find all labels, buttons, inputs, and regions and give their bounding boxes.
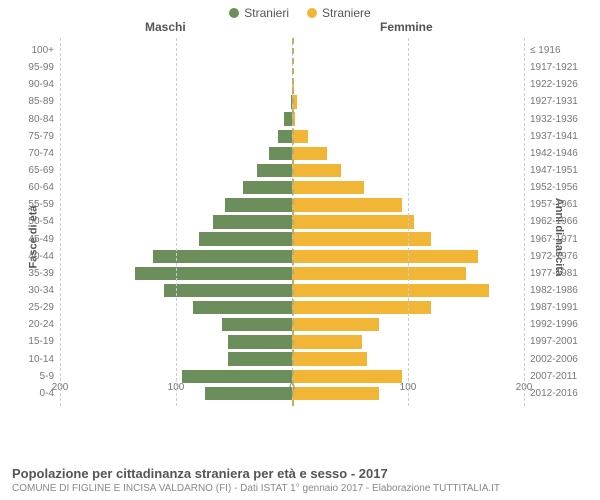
age-label: 50-54 bbox=[28, 216, 60, 227]
bar-female bbox=[292, 198, 402, 211]
birth-year-label: 1977-1981 bbox=[524, 268, 578, 279]
birth-year-label: 1922-1926 bbox=[524, 79, 578, 90]
bar-male bbox=[269, 147, 292, 160]
header-male: Maschi bbox=[145, 20, 186, 34]
birth-year-label: 1967-1971 bbox=[524, 234, 578, 245]
bar-male bbox=[228, 352, 292, 365]
bar-female bbox=[292, 164, 341, 177]
bar-female bbox=[292, 215, 414, 228]
legend-item-female: Straniere bbox=[307, 6, 371, 20]
grid-line bbox=[60, 38, 61, 406]
bar-female bbox=[292, 250, 478, 263]
bar-male bbox=[228, 335, 292, 348]
age-label: 40-44 bbox=[28, 251, 60, 262]
birth-year-label: 1957-1961 bbox=[524, 199, 578, 210]
birth-year-label: 1937-1941 bbox=[524, 131, 578, 142]
header-female: Femmine bbox=[380, 20, 433, 34]
legend-male-label: Stranieri bbox=[244, 6, 289, 20]
birth-year-label: 1947-1951 bbox=[524, 165, 578, 176]
chart-subtitle: COMUNE DI FIGLINE E INCISA VALDARNO (FI)… bbox=[12, 483, 588, 494]
age-label: 80-84 bbox=[28, 114, 60, 125]
legend-female-label: Straniere bbox=[322, 6, 371, 20]
bar-female bbox=[292, 352, 367, 365]
bar-male bbox=[278, 130, 292, 143]
bar-male bbox=[135, 267, 292, 280]
age-label: 15-19 bbox=[28, 336, 60, 347]
birth-year-label: 1952-1956 bbox=[524, 182, 578, 193]
birth-year-label: 1927-1931 bbox=[524, 96, 578, 107]
birth-year-label: 2002-2006 bbox=[524, 354, 578, 365]
bar-female bbox=[292, 147, 327, 160]
footer: Popolazione per cittadinanza straniera p… bbox=[12, 466, 588, 494]
birth-year-label: 1917-1921 bbox=[524, 62, 578, 73]
birth-year-label: 1982-1986 bbox=[524, 285, 578, 296]
birth-year-label: 1987-1991 bbox=[524, 302, 578, 313]
age-label: 100+ bbox=[31, 45, 60, 56]
swatch-female bbox=[307, 8, 317, 18]
bar-male bbox=[225, 198, 292, 211]
bar-male bbox=[284, 112, 292, 125]
legend: Stranieri Straniere bbox=[0, 0, 600, 20]
birth-year-label: 1992-1996 bbox=[524, 319, 578, 330]
chart: Fasce di età Anni di nascita 100+≤ 19169… bbox=[0, 38, 600, 436]
birth-year-label: 1942-1946 bbox=[524, 148, 578, 159]
bar-female bbox=[292, 301, 431, 314]
age-label: 45-49 bbox=[28, 234, 60, 245]
bar-female bbox=[292, 267, 466, 280]
bar-male bbox=[199, 232, 292, 245]
bar-male bbox=[213, 215, 292, 228]
age-label: 85-89 bbox=[28, 96, 60, 107]
bar-female bbox=[292, 335, 362, 348]
plot-area: 100+≤ 191695-991917-192190-941922-192685… bbox=[60, 38, 524, 406]
bar-male bbox=[193, 301, 292, 314]
age-label: 35-39 bbox=[28, 268, 60, 279]
age-label: 65-69 bbox=[28, 165, 60, 176]
age-label: 70-74 bbox=[28, 148, 60, 159]
bar-male bbox=[243, 181, 292, 194]
bar-male bbox=[257, 164, 292, 177]
bar-male bbox=[222, 318, 292, 331]
age-label: 60-64 bbox=[28, 182, 60, 193]
bar-female bbox=[292, 181, 364, 194]
age-label: 90-94 bbox=[28, 79, 60, 90]
age-label: 25-29 bbox=[28, 302, 60, 313]
age-label: 55-59 bbox=[28, 199, 60, 210]
bar-female bbox=[292, 284, 489, 297]
birth-year-label: 1972-1976 bbox=[524, 251, 578, 262]
grid-line bbox=[524, 38, 525, 406]
legend-item-male: Stranieri bbox=[229, 6, 289, 20]
age-label: 5-9 bbox=[40, 371, 60, 382]
bar-male bbox=[153, 250, 292, 263]
bar-female bbox=[292, 232, 431, 245]
birth-year-label: 2007-2011 bbox=[524, 371, 577, 382]
age-label: 30-34 bbox=[28, 285, 60, 296]
birth-year-label: ≤ 1916 bbox=[524, 45, 561, 56]
grid-line bbox=[408, 38, 409, 406]
birth-year-label: 1997-2001 bbox=[524, 336, 578, 347]
age-label: 95-99 bbox=[28, 62, 60, 73]
birth-year-label: 1932-1936 bbox=[524, 114, 578, 125]
bar-female bbox=[292, 130, 308, 143]
grid-line bbox=[176, 38, 177, 406]
bar-male bbox=[164, 284, 292, 297]
center-line bbox=[292, 38, 294, 406]
age-label: 75-79 bbox=[28, 131, 60, 142]
column-headers: Maschi Femmine bbox=[0, 20, 600, 38]
swatch-male bbox=[229, 8, 239, 18]
bar-female bbox=[292, 318, 379, 331]
birth-year-label: 1962-1966 bbox=[524, 216, 578, 227]
age-label: 10-14 bbox=[28, 354, 60, 365]
chart-title: Popolazione per cittadinanza straniera p… bbox=[12, 466, 588, 481]
age-label: 20-24 bbox=[28, 319, 60, 330]
